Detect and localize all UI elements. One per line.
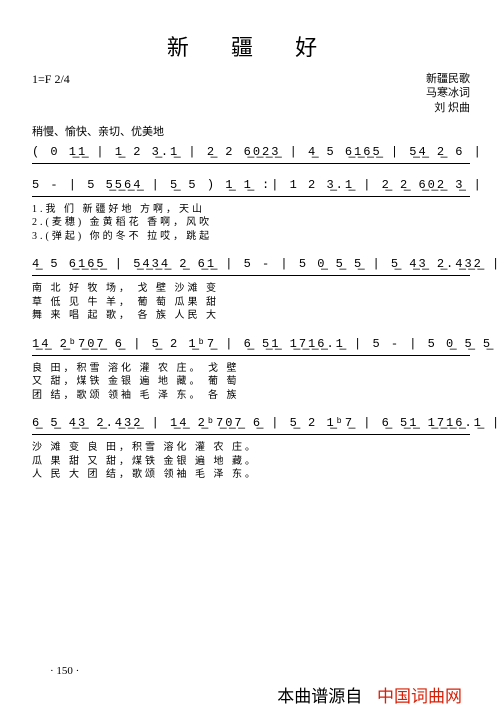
footer-source-label: 本曲谱源自	[277, 687, 362, 706]
music-system: ( 0 1̲1̲ | 1̲ 2 3̲.1̲ | 2̲ 2 6̲0̲2̲3̲ | …	[32, 145, 470, 164]
staff-line	[32, 355, 470, 356]
notation-line: 6̲ 5̲ 4̲3̲ 2̲.4̲3̲2̲ | 1̲4̲ 2̲ᵇ7̲0̲7̲ 6̲…	[32, 416, 470, 430]
page-number: · 150 ·	[50, 665, 79, 677]
credits: 新疆民歌 马寒冰词 刘 炽曲	[426, 72, 470, 115]
staff-line	[32, 196, 470, 197]
footer: 本曲谱源自 中国词曲网	[277, 682, 462, 707]
lyric-verse-1: 南 北 好 牧 场， 戈 壁 沙滩 变	[32, 282, 470, 296]
credit-composer: 刘 炽曲	[426, 101, 470, 115]
lyric-verse-3: 3.(弹起) 你的冬不 拉哎，跳起	[32, 230, 470, 244]
footer-site-name: 中国词曲网	[377, 687, 462, 706]
lyric-verse-2: 又 甜，煤铁 金银 遍 地 藏。 葡 萄	[32, 375, 470, 389]
notation-line: 5 - | 5 5̲5̲6̲4̲ | 5̲ 5 ) 1̲ 1̲ :| 1 2 3…	[32, 178, 470, 192]
lyric-verse-3: 团 结，歌颂 领袖 毛 泽 东。 各 族	[32, 389, 470, 403]
music-system: 1̲4̲ 2̲ᵇ7̲0̲7̲ 6̲ | 5̲ 2 1̲ᵇ7̲ | 6̲ 5̲1̲…	[32, 337, 470, 403]
credit-lyricist: 马寒冰词	[426, 86, 470, 100]
notation-line: 1̲4̲ 2̲ᵇ7̲0̲7̲ 6̲ | 5̲ 2 1̲ᵇ7̲ | 6̲ 5̲1̲…	[32, 337, 470, 351]
staff-line	[32, 163, 470, 164]
music-system: 4̲ 5 6̲1̲6̲5̲ | 5̲4̲3̲4̲ 2̲ 6̲1̲ | 5 - |…	[32, 257, 470, 323]
sheet-music-page: 新 疆 好 1=F 2/4 新疆民歌 马寒冰词 刘 炽曲 稍慢、愉快、亲切、优美…	[0, 0, 502, 715]
notation-line: ( 0 1̲1̲ | 1̲ 2 3̲.1̲ | 2̲ 2 6̲0̲2̲3̲ | …	[32, 145, 470, 159]
lyric-verse-3: 人 民 大 团 结，歌颂 领袖 毛 泽 东。	[32, 468, 470, 482]
lyric-verse-2: 2.(麦穗) 金黄稻花 香啊，风吹	[32, 216, 470, 230]
lyric-verse-2: 瓜 果 甜 又 甜，煤铁 金银 遍 地 藏。	[32, 455, 470, 469]
lyric-verse-1: 沙 滩 变 良 田，积雪 溶化 灌 农 庄。	[32, 441, 470, 455]
lyric-verse-2: 草 低 见 牛 羊， 葡 萄 瓜果 甜	[32, 296, 470, 310]
lyric-verse-3: 舞 来 唱 起 歌， 各 族 人民 大	[32, 309, 470, 323]
staff-line	[32, 275, 470, 276]
music-system: 5 - | 5 5̲5̲6̲4̲ | 5̲ 5 ) 1̲ 1̲ :| 1 2 3…	[32, 178, 470, 244]
music-system: 6̲ 5̲ 4̲3̲ 2̲.4̲3̲2̲ | 1̲4̲ 2̲ᵇ7̲0̲7̲ 6̲…	[32, 416, 470, 482]
staff-line	[32, 434, 470, 435]
credit-origin: 新疆民歌	[426, 72, 470, 86]
lyric-verse-1: 良 田，积雪 溶化 灌 农 庄。 戈 壁	[32, 362, 470, 376]
meta-row: 1=F 2/4 新疆民歌 马寒冰词 刘 炽曲	[32, 72, 470, 115]
tempo-marking: 稍慢、愉快、亲切、优美地	[32, 123, 470, 139]
notation-line: 4̲ 5 6̲1̲6̲5̲ | 5̲4̲3̲4̲ 2̲ 6̲1̲ | 5 - |…	[32, 257, 470, 271]
song-title: 新 疆 好	[32, 30, 470, 62]
key-time-signature: 1=F 2/4	[32, 72, 70, 115]
lyric-verse-1: 1.我 们 新疆好地 方啊，天山	[32, 203, 470, 217]
